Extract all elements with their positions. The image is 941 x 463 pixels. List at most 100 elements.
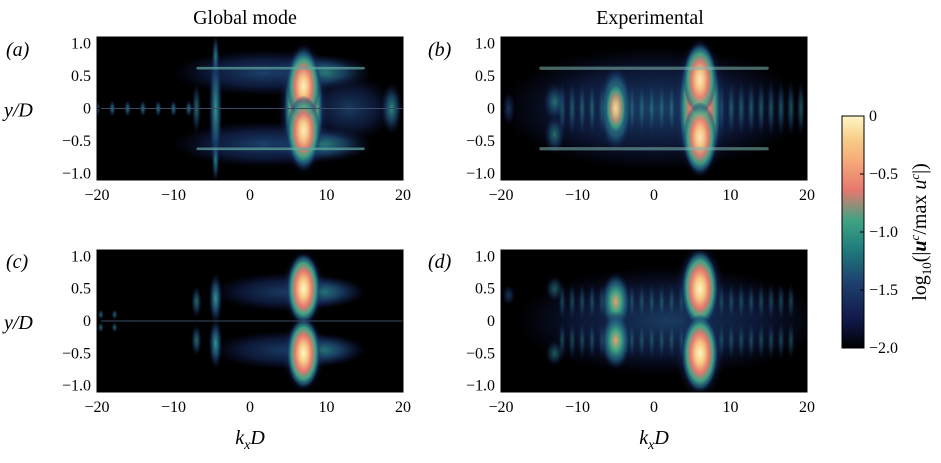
heatmap-streak [539,66,769,70]
y-tick-label: 0 [83,313,91,330]
y-tick-label: 0.5 [475,281,495,298]
y-tick-label: −1.0 [466,166,495,183]
panel-label: (d) [428,251,452,273]
heatmap-region [208,317,223,370]
heatmap-region [683,43,717,115]
x-tick-label: −20 [84,187,109,204]
x-tick-label: 10 [319,187,335,204]
heatmap-region [578,282,586,321]
colorbar-tick-label: 0 [869,108,877,125]
heatmap-region [683,102,717,174]
y-tick-label: 0.5 [71,281,91,298]
heatmap-region [657,282,666,321]
heatmap-region [568,282,576,321]
y-tick-label: −1.0 [62,166,91,183]
heatmap-region [578,321,586,360]
heatmap-region [667,321,676,360]
y-tick-label: 0 [487,313,495,330]
y-axis-label: y/D [2,100,33,122]
y-tick-label: −0.5 [62,345,91,362]
heatmap-region [545,275,564,302]
heatmap-region [727,321,736,360]
panel-c: −20 −10 0 10 20 1.0 0.5 0 −0.5 −1.0 (c) y/D kxD [2,248,411,453]
x-tick-label: 0 [650,399,658,416]
heatmap-region [568,321,576,360]
heatmap-region [577,79,587,138]
heatmap-region [777,282,785,321]
x-tick-label: −10 [565,399,590,416]
y-tick-label: 1.0 [475,36,495,53]
heatmap-field [502,250,807,392]
heatmap-region [587,79,597,138]
panel-label: (c) [6,251,29,273]
heatmap-region [545,340,564,367]
x-tick-label: 20 [395,399,411,416]
heatmap-region [567,79,577,138]
heatmap-region [111,309,118,320]
heatmap-region [737,282,746,321]
heatmap-region [776,79,786,138]
heatmap-region [588,321,596,360]
heatmap-region [657,79,666,138]
heatmap-region [767,321,775,360]
heatmap-region [737,79,746,138]
heatmap-region [747,321,755,360]
colorbar-tick-label: −2.0 [869,340,898,357]
x-tick-label: 0 [246,187,254,204]
y-axis-label: y/D [2,312,33,334]
heatmap-region [97,322,104,333]
x-tick-label: 20 [799,399,815,416]
heatmap-streak [196,66,365,70]
colorbar-label: log10(|uc/max uc|) [907,163,934,301]
heatmap-region [667,282,676,321]
heatmap-region [787,282,795,321]
heatmap-region [543,82,567,122]
heatmap-region [767,282,775,321]
y-tick-label: −0.5 [466,133,495,150]
y-tick-label: 0 [487,101,495,118]
heatmap-region [787,321,795,360]
heatmap-region [543,115,566,154]
column-title-experimental: Experimental [596,7,704,29]
heatmap-streak [196,147,365,151]
heatmap-region [286,317,321,389]
heatmap-region [727,282,736,321]
x-tick-label: 20 [799,187,815,204]
y-tick-label: 1.0 [71,248,91,265]
x-tick-label: 10 [319,399,335,416]
heatmap-region [681,250,719,328]
heatmap-region [746,79,756,138]
heatmap-region [756,79,766,138]
heatmap-field [97,250,403,392]
heatmap-region [191,324,202,357]
x-tick-label: −20 [488,187,513,204]
heatmap-region [600,311,632,370]
heatmap-region [502,92,515,125]
heatmap-region [111,322,118,333]
heatmap-region [647,282,656,321]
heatmap-region [191,285,202,318]
colorbar-tick-label: −0.5 [869,166,898,183]
x-axis-label: kxD [235,427,265,453]
y-tick-label: −1.0 [62,378,91,395]
y-tick-label: −0.5 [466,345,495,362]
heatmap-region [757,321,765,360]
panel-a: −20 −10 0 10 20 1.0 0.5 0 −0.5 −1.0 (a) y/D [2,36,411,205]
heatmap-region [637,282,646,321]
heatmap-region [737,321,746,360]
y-tick-label: 0.5 [71,68,91,85]
x-tick-label: 0 [246,399,254,416]
heatmap-field [501,37,807,180]
x-tick-label: 0 [650,187,658,204]
heatmap-region [211,37,220,80]
colorbar-tick-label: −1.5 [869,282,898,299]
y-tick-label: −1.0 [466,378,495,395]
x-tick-label: 10 [723,399,739,416]
y-tick-label: 0 [83,101,91,118]
panel-b: −20 −10 0 10 20 1.0 0.5 0 −0.5 −1.0 (b) [428,36,815,205]
heatmap-region [502,285,515,305]
heatmap-field [97,37,403,180]
colorbar-ticks: 0 −0.5 −1.0 −1.5 −2.0 [860,108,898,357]
panel-label: (a) [6,39,30,61]
